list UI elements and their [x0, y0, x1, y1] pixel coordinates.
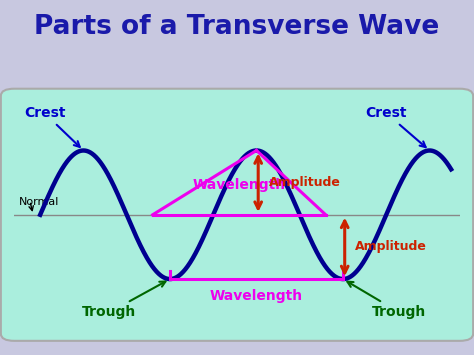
Text: Normal: Normal — [18, 197, 59, 207]
Text: Amplitude: Amplitude — [269, 176, 340, 189]
Text: Crest: Crest — [24, 106, 80, 147]
Text: Trough: Trough — [82, 282, 165, 320]
Text: Crest: Crest — [365, 106, 426, 147]
Text: Amplitude: Amplitude — [355, 240, 427, 253]
Text: Wavelength: Wavelength — [210, 289, 303, 303]
FancyBboxPatch shape — [1, 89, 473, 341]
Text: Trough: Trough — [347, 282, 426, 320]
Text: Wavelength: Wavelength — [192, 178, 286, 192]
Text: Parts of a Transverse Wave: Parts of a Transverse Wave — [35, 14, 439, 40]
